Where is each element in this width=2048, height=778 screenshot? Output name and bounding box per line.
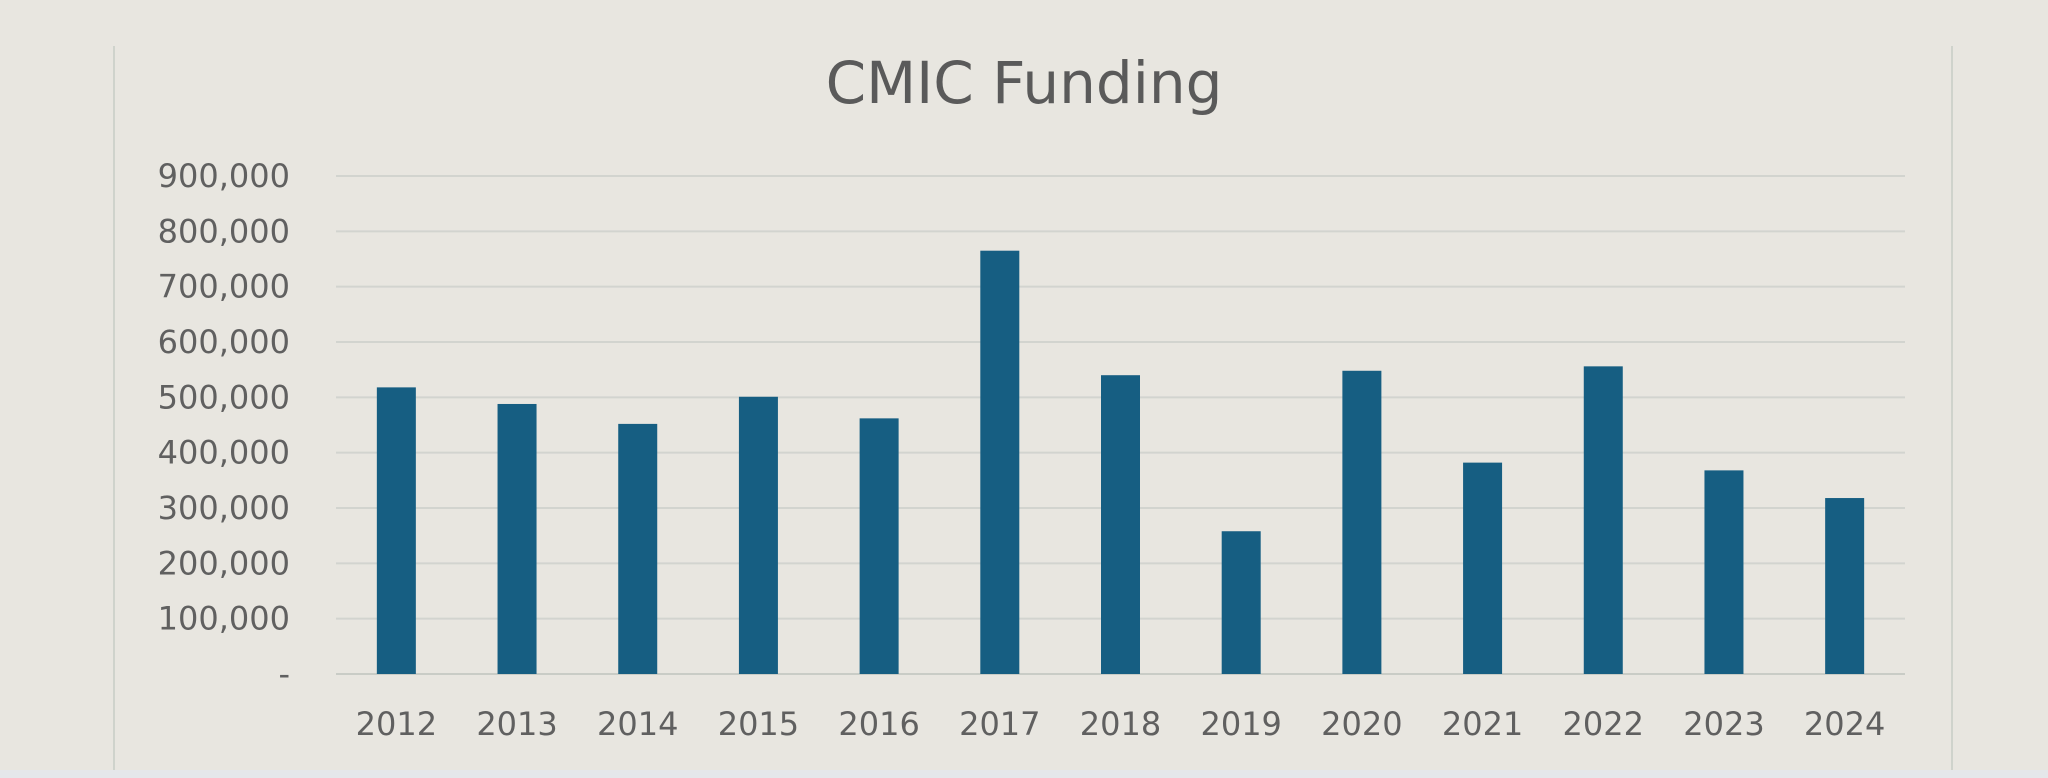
bar-2022 <box>1583 366 1623 674</box>
bar-2015 <box>738 396 778 674</box>
bar-2018 <box>1101 375 1140 674</box>
x-tick-label: 2019 <box>1200 705 1281 743</box>
x-tick-label: 2018 <box>1080 705 1161 743</box>
y-tick-label: 200,000 <box>158 544 290 582</box>
y-tick-label: 500,000 <box>158 378 290 416</box>
y-tick-label: 300,000 <box>158 489 290 527</box>
x-tick-label: 2022 <box>1563 705 1644 743</box>
y-tick-label: 100,000 <box>158 600 290 638</box>
y-tick-label: - <box>278 655 290 693</box>
x-tick-label: 2017 <box>959 705 1040 743</box>
y-tick-label: 600,000 <box>158 323 290 361</box>
x-tick-label: 2013 <box>476 705 557 743</box>
bar-2020 <box>1342 370 1382 674</box>
bar-2021 <box>1463 462 1503 674</box>
y-tick-label: 800,000 <box>158 212 290 250</box>
bottom-strip <box>0 770 2048 778</box>
x-tick-label: 2015 <box>718 705 799 743</box>
x-tick-label: 2016 <box>838 705 919 743</box>
chart-title: CMIC Funding <box>825 49 1223 117</box>
bar-2017 <box>980 250 1020 674</box>
bar-2019 <box>1221 531 1261 674</box>
bar-2016 <box>859 418 899 674</box>
bar-2024 <box>1825 498 1865 674</box>
x-tick-label: 2014 <box>597 705 678 743</box>
bar-2023 <box>1704 470 1744 674</box>
slide-frame-right-border <box>1951 46 1953 770</box>
x-tick-label: 2021 <box>1442 705 1523 743</box>
y-tick-label: 400,000 <box>158 434 290 472</box>
y-tick-label: 900,000 <box>158 157 290 195</box>
bar-2012 <box>376 387 416 674</box>
bar-2014 <box>618 423 658 674</box>
bar-2013 <box>497 403 537 674</box>
x-tick-label: 2023 <box>1683 705 1764 743</box>
x-tick-label: 2020 <box>1321 705 1402 743</box>
x-tick-label: 2024 <box>1804 705 1885 743</box>
y-tick-label: 700,000 <box>158 268 290 306</box>
slide-frame-left-border <box>113 46 115 770</box>
x-tick-label: 2012 <box>356 705 437 743</box>
